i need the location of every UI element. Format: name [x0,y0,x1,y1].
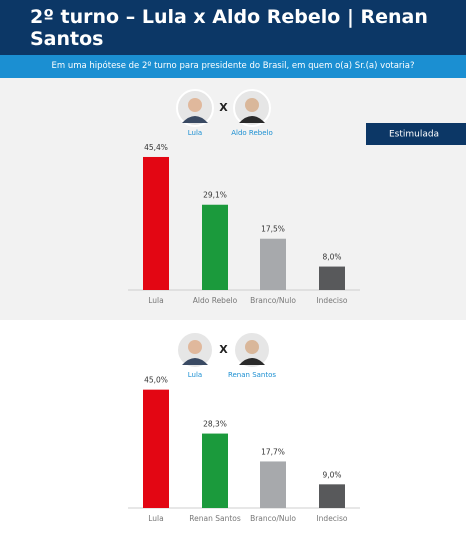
bar [319,266,345,290]
category-label: Indeciso [316,296,347,305]
photo-body [239,358,265,365]
badge: Estimulada [389,130,439,140]
bar [202,204,228,290]
bar [202,433,228,508]
category-label: Renan Santos [189,514,241,523]
value-label: 28,3% [203,420,227,429]
category-label: Branco/Nulo [250,296,296,305]
candidate-photo [233,89,271,127]
value-label: 17,5% [261,225,285,234]
value-label: 8,0% [322,253,341,262]
photo-body [182,358,208,365]
value-label: 45,4% [144,143,168,152]
value-label: 17,7% [261,447,285,456]
candidate-name: Lula [188,129,202,137]
versus: X [219,101,228,114]
candidate-photo [176,331,214,369]
category-label: Lula [148,514,163,523]
versus: X [219,343,228,356]
value-label: 45,0% [144,376,168,385]
candidate-photo [233,331,271,369]
value-label: 9,0% [322,470,341,479]
header: 2º turno – Lula x Aldo Rebelo | Renan Sa… [0,0,466,55]
category-label: Aldo Rebelo [193,296,238,305]
category-label: Lula [148,296,163,305]
category-label: Branco/Nulo [250,514,296,523]
bar [260,238,286,290]
category-label: Indeciso [316,514,347,523]
subtitle: Em uma hipótese de 2º turno para preside… [0,55,466,78]
bar [143,156,169,290]
photo-head [245,98,259,112]
photo-head [188,98,202,112]
bar [319,484,345,508]
photo-body [182,116,208,123]
candidate-name: Aldo Rebelo [231,129,273,137]
candidate-photo [176,89,214,127]
photo-head [188,340,202,354]
candidate-name: Renan Santos [228,371,276,379]
value-label: 29,1% [203,191,227,200]
title: 2º turno – Lula x Aldo Rebelo | Renan Sa… [30,6,428,50]
panel [0,78,466,320]
bar [260,461,286,508]
bar [143,389,169,508]
photo-head [245,340,259,354]
badge-box [366,123,466,145]
photo-body [239,116,265,123]
candidate-name: Lula [188,371,202,379]
